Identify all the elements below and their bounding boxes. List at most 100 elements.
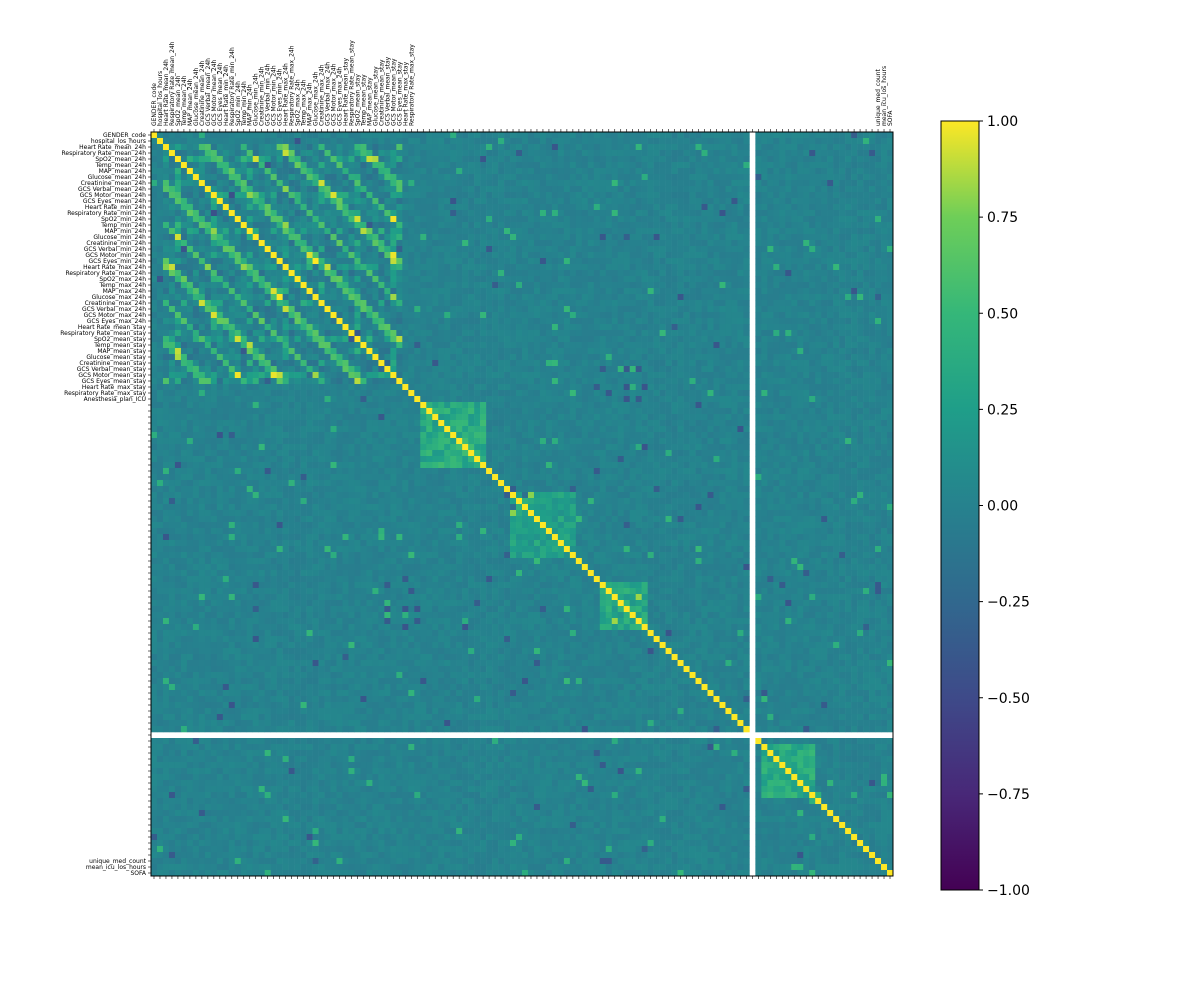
heatmap-cell <box>533 300 541 307</box>
heatmap-cell <box>719 354 726 361</box>
heatmap-cell <box>486 210 493 217</box>
heatmap-cell <box>354 234 361 241</box>
heatmap-cell <box>162 372 170 379</box>
heatmap-cell <box>671 348 678 355</box>
heatmap-cell <box>857 354 864 361</box>
heatmap-cell <box>833 336 840 343</box>
heatmap-cell <box>569 300 577 307</box>
heatmap-cell <box>725 354 732 361</box>
heatmap-cell <box>468 270 475 277</box>
heatmap-cell <box>587 282 595 289</box>
heatmap-cell <box>282 162 289 169</box>
heatmap-cell <box>665 294 672 301</box>
heatmap-cell <box>827 192 834 199</box>
heatmap-cell <box>414 276 421 283</box>
heatmap-cell <box>300 192 307 199</box>
heatmap-cell <box>486 162 493 169</box>
heatmap-cell <box>671 192 678 199</box>
heatmap-cell <box>761 156 768 163</box>
heatmap-cell <box>162 342 170 349</box>
heatmap-cell <box>414 204 421 211</box>
heatmap-cell <box>486 150 493 157</box>
heatmap-cell <box>354 318 361 325</box>
heatmap-cell <box>402 210 409 217</box>
heatmap-cell <box>336 258 343 265</box>
heatmap-cell <box>887 162 894 169</box>
heatmap-cell <box>486 348 493 355</box>
heatmap-cell <box>180 228 188 235</box>
heatmap-cell <box>611 180 619 187</box>
heatmap-cell <box>557 204 565 211</box>
heatmap-cell <box>426 138 433 145</box>
heatmap-cell <box>312 168 319 175</box>
heatmap-cell <box>210 204 218 211</box>
heatmap-cell <box>342 144 349 151</box>
heatmap-cell <box>240 336 248 343</box>
heatmap-cell <box>252 216 260 223</box>
heatmap-cell <box>372 366 379 373</box>
heatmap-cell <box>827 330 834 337</box>
heatmap-cell <box>659 324 666 331</box>
heatmap-cell <box>653 354 660 361</box>
heatmap-cell <box>701 180 708 187</box>
heatmap-cell <box>881 330 888 337</box>
heatmap-cell <box>545 276 553 283</box>
heatmap-cell <box>264 276 271 283</box>
heatmap-cell <box>713 132 720 139</box>
heatmap-cell <box>198 276 206 283</box>
heatmap-cell <box>689 348 696 355</box>
heatmap-cell <box>222 330 230 337</box>
heatmap-cell <box>264 132 271 139</box>
heatmap-cell <box>198 180 206 187</box>
heatmap-cell <box>360 132 367 139</box>
heatmap-cell <box>779 330 786 337</box>
heatmap-cell <box>617 198 625 205</box>
heatmap-cell <box>192 168 200 175</box>
heatmap-cell <box>504 300 511 307</box>
heatmap-cell <box>240 360 248 367</box>
heatmap-cell <box>504 258 511 265</box>
heatmap-cell <box>791 300 798 307</box>
heatmap-cell <box>809 192 816 199</box>
heatmap-cell <box>216 180 224 187</box>
heatmap-cell <box>498 342 505 349</box>
heatmap-cell <box>270 324 277 331</box>
heatmap-cell <box>665 306 672 313</box>
heatmap-cell <box>767 306 774 313</box>
heatmap-cell <box>725 264 732 271</box>
heatmap-cell <box>492 282 499 289</box>
heatmap-cell <box>689 354 696 361</box>
heatmap-cell <box>707 366 714 373</box>
heatmap-cell <box>192 264 200 271</box>
heatmap-cell <box>426 348 433 355</box>
heatmap-cell <box>360 294 367 301</box>
heatmap-cell <box>198 360 206 367</box>
heatmap-cell <box>839 282 846 289</box>
heatmap-cell <box>785 246 792 253</box>
heatmap-cell <box>498 360 505 367</box>
heatmap-cell <box>551 252 559 259</box>
heatmap-cell <box>151 294 158 301</box>
heatmap-cell <box>390 330 397 337</box>
heatmap-cell <box>677 180 684 187</box>
heatmap-cell <box>743 312 750 319</box>
heatmap-cell <box>396 192 403 199</box>
heatmap-cell <box>258 258 265 265</box>
heatmap-cell <box>605 372 613 379</box>
heatmap-cell <box>258 270 265 277</box>
heatmap-cell <box>689 246 696 253</box>
heatmap-cell <box>306 366 313 373</box>
heatmap-cell <box>498 144 505 151</box>
heatmap-cell <box>629 150 636 157</box>
heatmap-cell <box>587 210 595 217</box>
heatmap-cell <box>354 174 361 181</box>
heatmap-cell <box>222 360 230 367</box>
heatmap-cell <box>450 354 457 361</box>
heatmap-cell <box>839 174 846 181</box>
heatmap-cell <box>737 324 744 331</box>
heatmap-cell <box>809 174 816 181</box>
heatmap-cell <box>480 216 487 223</box>
heatmap-cell <box>575 270 583 277</box>
heatmap-cell <box>270 156 277 163</box>
heatmap-cell <box>725 150 732 157</box>
